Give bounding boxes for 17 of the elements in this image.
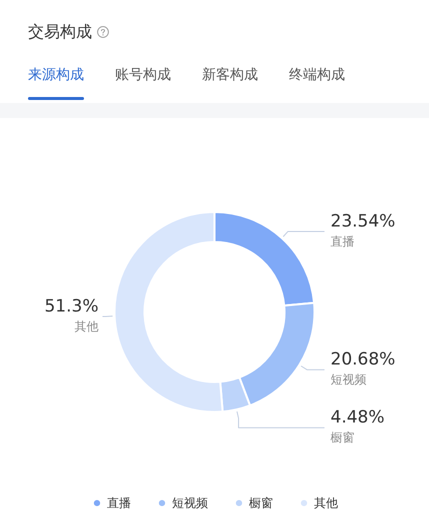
legend-label: 橱窗: [249, 496, 273, 510]
text: 新客构成: [202, 66, 258, 85]
chart-title: 交易构成: [28, 21, 92, 43]
data-label: 23.54%: [330, 211, 396, 232]
slice-label: 其他: [74, 319, 98, 334]
data-label: 51.3%: [44, 296, 98, 316]
text: 来源构成: [28, 66, 84, 85]
slice-label: 短视频: [330, 372, 366, 387]
legend-label: 其他: [314, 496, 338, 510]
text: 账号构成: [115, 66, 171, 85]
legend-label: 短视频: [172, 496, 208, 510]
data-label: 20.68%: [330, 350, 396, 370]
text: 终端构成: [289, 66, 345, 85]
slice-label: 橱窗: [330, 430, 354, 445]
data-label: 4.48%: [330, 408, 385, 428]
slice-label: 直播: [330, 234, 354, 248]
legend-label: 直播: [107, 496, 131, 510]
